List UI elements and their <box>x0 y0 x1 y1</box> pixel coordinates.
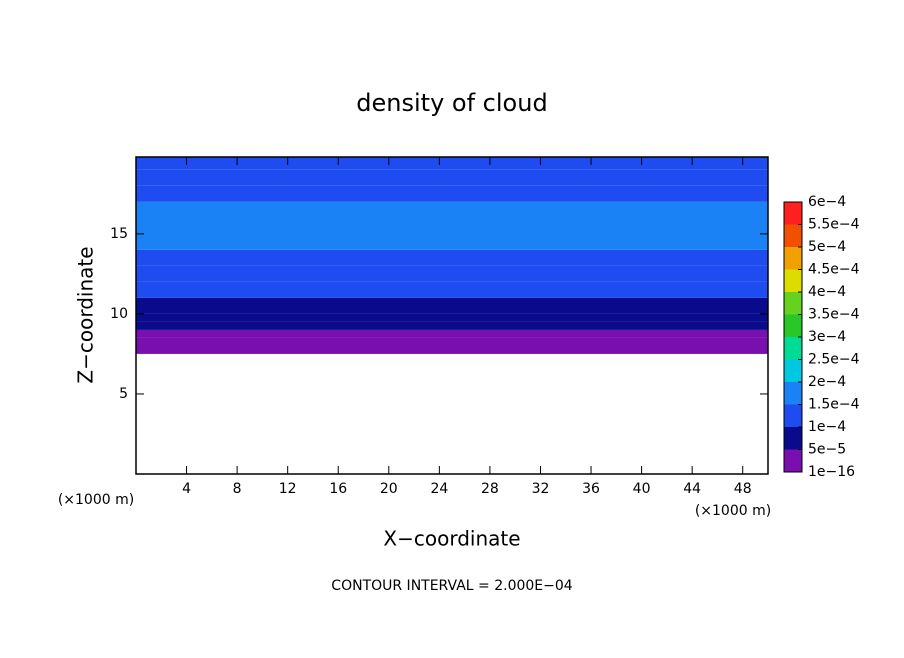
colorbar: 1e−16 5e−5 1e−4 1.5e−4 2e−4 2.5e−4 3e−4 3.5e−4 4… <box>783 194 860 480</box>
colorbar-label: 3.5e−4 <box>808 307 860 323</box>
contour-band <box>136 313 768 322</box>
chart-title: density of cloud <box>356 89 547 117</box>
colorbar-label: 1e−4 <box>808 419 846 435</box>
colorbar-swatch <box>784 269 802 292</box>
x-tick-label: 12 <box>279 481 297 497</box>
colorbar-label: 5e−5 <box>808 442 846 458</box>
x-tick-label: 24 <box>430 481 448 497</box>
contour-band <box>136 185 768 202</box>
colorbar-swatch <box>784 382 802 405</box>
colorbar-label: 2e−4 <box>808 374 846 390</box>
contour-band <box>136 329 768 338</box>
field <box>136 157 768 354</box>
y-tick-label: 5 <box>119 386 128 402</box>
x-tick-label: 48 <box>734 481 752 497</box>
colorbar-swatch <box>784 202 802 225</box>
colorbar-swatch <box>784 337 802 360</box>
contour-band <box>136 265 768 282</box>
colorbar-swatch <box>784 292 802 315</box>
x-tick-label: 16 <box>329 481 347 497</box>
colorbar-swatch <box>784 404 802 427</box>
colorbar-label: 5.5e−4 <box>808 217 860 233</box>
y-tick-label: 10 <box>110 306 128 322</box>
colorbar-label: 6e−4 <box>808 194 846 210</box>
colorbar-label: 4.5e−4 <box>808 262 860 278</box>
y-tick-label: 15 <box>110 226 128 242</box>
colorbar-swatch <box>784 427 802 450</box>
contour-band <box>136 281 768 298</box>
x-tick-label: 36 <box>582 481 600 497</box>
contour-band <box>136 337 768 354</box>
contour-band <box>136 169 768 186</box>
colorbar-label: 1.5e−4 <box>808 397 860 413</box>
colorbar-swatch <box>784 359 802 382</box>
y-axis-label: Z−coordinate <box>74 246 98 383</box>
x-axis-label: X−coordinate <box>383 527 520 551</box>
colorbar-swatch <box>784 449 802 472</box>
contour-band <box>136 249 768 266</box>
colorbar-label: 4e−4 <box>808 284 846 300</box>
x-tick-label: 20 <box>380 481 398 497</box>
x-tick-label: 8 <box>233 481 242 497</box>
x-tick-label: 40 <box>633 481 651 497</box>
contour-band <box>136 201 768 250</box>
colorbar-label: 5e−4 <box>808 239 846 255</box>
colorbar-label: 2.5e−4 <box>808 352 860 368</box>
x-tick-label: 28 <box>481 481 499 497</box>
contour-band <box>136 321 768 330</box>
colorbar-swatch <box>784 224 802 247</box>
colorbar-label: 1e−16 <box>808 464 855 480</box>
colorbar-label: 3e−4 <box>808 329 846 345</box>
plot-frame <box>135 156 769 475</box>
x-unit: (×1000 m) <box>695 503 771 519</box>
y-unit: (×1000 m) <box>58 492 134 508</box>
x-tick-label: 32 <box>532 481 550 497</box>
contour-band <box>136 157 768 170</box>
x-tick-label: 44 <box>683 481 701 497</box>
colorbar-swatch <box>784 314 802 337</box>
contour-band <box>136 297 768 314</box>
x-tick-label: 4 <box>182 481 191 497</box>
footnote: CONTOUR INTERVAL = 2.000E−04 <box>331 578 572 594</box>
colorbar-swatch <box>784 247 802 270</box>
